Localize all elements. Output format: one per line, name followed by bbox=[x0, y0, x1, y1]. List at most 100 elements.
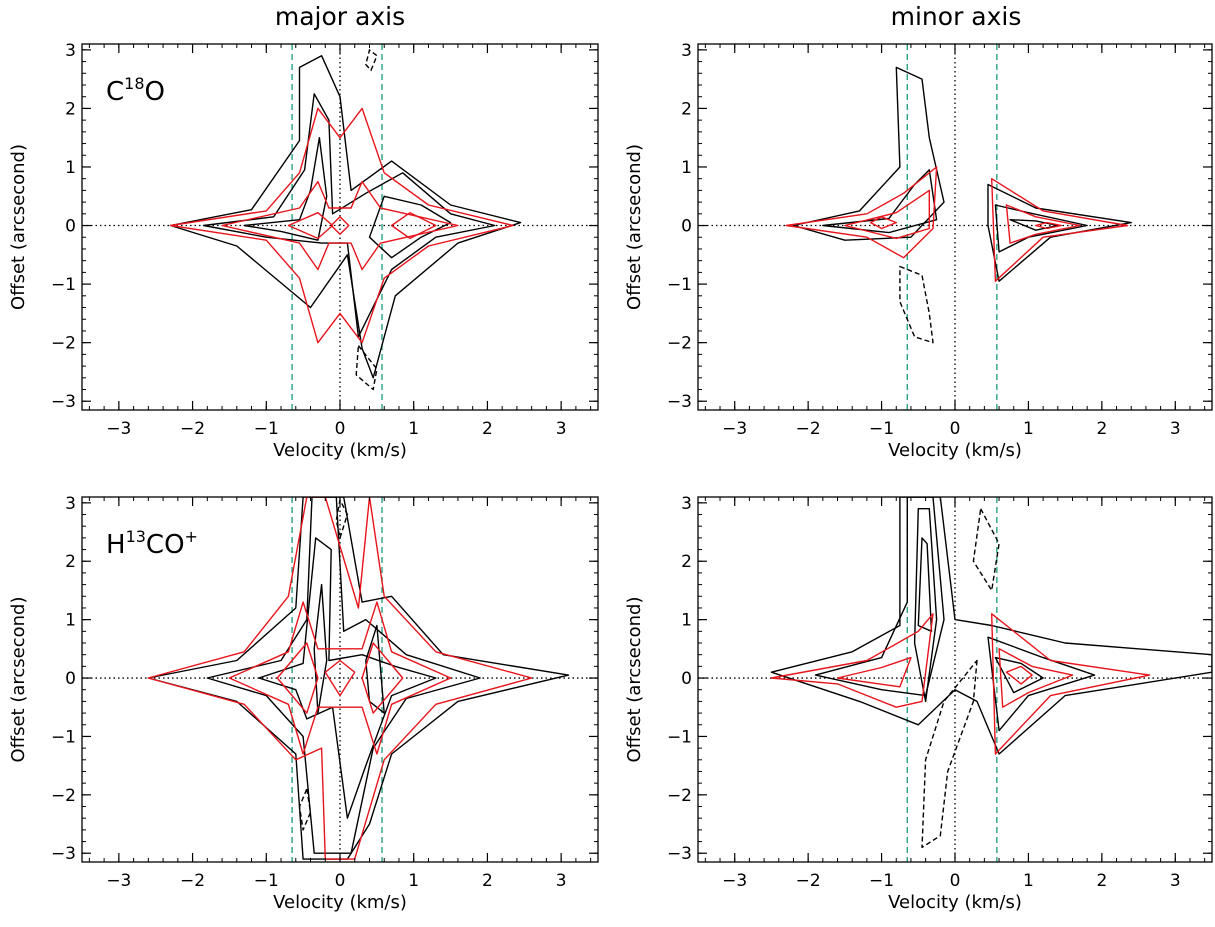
x-tick-label: −2 bbox=[796, 419, 821, 439]
observed-contour bbox=[169, 55, 522, 379]
y-axis-label: Offset (arcsecond) bbox=[624, 597, 645, 763]
y-tick-label: −3 bbox=[667, 844, 692, 864]
y-tick-label: 0 bbox=[681, 669, 692, 689]
y-tick-label: −1 bbox=[51, 727, 76, 747]
x-tick-label: −3 bbox=[106, 419, 131, 439]
panel-2: −3 −2 −1 0 1 2 3 −3 −2 −1 0 1 2 3 Velocity (km/s) Offse… bbox=[624, 41, 1213, 461]
x-tick-label: 2 bbox=[1096, 419, 1107, 439]
x-tick-label: −3 bbox=[722, 419, 747, 439]
panel-data bbox=[82, 497, 598, 862]
y-tick-label: 2 bbox=[65, 552, 76, 572]
column-title-major-axis: major axis bbox=[274, 2, 406, 31]
observed-contour bbox=[994, 656, 1044, 694]
negative-contour bbox=[899, 265, 934, 344]
model-contour bbox=[844, 189, 930, 240]
y-tick-label: −2 bbox=[51, 334, 76, 354]
model-contour bbox=[785, 166, 938, 259]
x-tick-label: −2 bbox=[180, 419, 205, 439]
observed-contour bbox=[202, 93, 496, 338]
y-tick-label: −1 bbox=[667, 727, 692, 747]
model-contour bbox=[836, 656, 912, 688]
x-axis-label: Velocity (km/s) bbox=[888, 440, 1022, 461]
model-contour bbox=[1035, 221, 1063, 230]
y-tick-label: 0 bbox=[681, 217, 692, 237]
y-tick-label: −2 bbox=[667, 786, 692, 806]
x-tick-label: 0 bbox=[950, 419, 961, 439]
y-tick-label: −3 bbox=[51, 392, 76, 412]
column-title-minor-axis: minor axis bbox=[890, 2, 1022, 31]
observed-contour bbox=[147, 497, 570, 860]
observed-contour bbox=[987, 183, 1132, 282]
x-tick-label: 0 bbox=[950, 871, 961, 891]
observed-contour bbox=[822, 169, 938, 234]
model-contour bbox=[169, 107, 514, 344]
model-contour bbox=[1005, 665, 1033, 685]
observed-contour bbox=[365, 624, 385, 714]
model-contour bbox=[869, 216, 897, 230]
x-tick-label: 1 bbox=[1023, 871, 1034, 891]
model-contour bbox=[221, 180, 459, 271]
y-tick-label: −3 bbox=[667, 392, 692, 412]
negative-contour bbox=[972, 508, 1000, 592]
x-axis-label: Velocity (km/s) bbox=[888, 892, 1022, 913]
y-tick-label: 1 bbox=[681, 158, 692, 178]
x-tick-label: 3 bbox=[556, 419, 567, 439]
x-tick-label: −1 bbox=[254, 419, 279, 439]
observed-contour bbox=[987, 636, 1096, 732]
panel-4: −3 −2 −1 0 1 2 3 −3 −2 −1 0 1 2 3 Velocity (km/s) Offse… bbox=[624, 494, 1213, 913]
y-tick-label: 3 bbox=[65, 494, 76, 514]
y-axis-label: Offset (arcsecond) bbox=[8, 144, 29, 310]
x-tick-label: −2 bbox=[796, 871, 821, 891]
x-tick-label: 2 bbox=[482, 871, 493, 891]
observed-contour bbox=[206, 497, 481, 854]
negative-contour bbox=[921, 659, 978, 849]
x-tick-label: −3 bbox=[722, 871, 747, 891]
x-tick-label: −1 bbox=[254, 871, 279, 891]
x-tick-label: 1 bbox=[1023, 419, 1034, 439]
x-tick-label: 1 bbox=[408, 871, 419, 891]
model-contour bbox=[998, 648, 1074, 708]
model-contour bbox=[361, 642, 404, 714]
x-tick-label: 3 bbox=[556, 871, 567, 891]
model-contour bbox=[991, 613, 1151, 755]
model-contour bbox=[991, 178, 1129, 282]
x-tick-label: −1 bbox=[869, 871, 894, 891]
y-tick-label: 3 bbox=[681, 41, 692, 61]
observed-contour bbox=[770, 497, 1212, 755]
y-tick-label: 2 bbox=[65, 99, 76, 119]
negative-contour bbox=[355, 344, 378, 391]
x-tick-label: 0 bbox=[335, 419, 346, 439]
y-tick-label: 0 bbox=[65, 669, 76, 689]
model-contour bbox=[770, 613, 934, 708]
observed-contour bbox=[243, 137, 328, 241]
observed-contour bbox=[313, 583, 328, 714]
model-contour bbox=[276, 642, 319, 714]
y-tick-label: 1 bbox=[65, 611, 76, 631]
model-contour bbox=[390, 212, 437, 240]
x-tick-label: −3 bbox=[106, 871, 131, 891]
x-tick-label: 3 bbox=[1170, 419, 1181, 439]
molecule-label: C18O bbox=[106, 74, 165, 107]
x-tick-label: 1 bbox=[408, 419, 419, 439]
panel-data bbox=[698, 44, 1212, 410]
y-tick-label: 3 bbox=[65, 41, 76, 61]
observed-contour bbox=[1009, 219, 1059, 231]
y-tick-label: −1 bbox=[667, 275, 692, 295]
observed-contour bbox=[792, 66, 945, 241]
negative-contour bbox=[365, 49, 378, 72]
x-tick-label: 2 bbox=[482, 419, 493, 439]
y-tick-label: 2 bbox=[681, 552, 692, 572]
model-contour bbox=[228, 601, 452, 755]
panel-3: −3 −2 −1 0 1 2 3 −3 −2 −1 0 1 2 3 Velocity (km/s) Offse… bbox=[8, 494, 599, 913]
x-tick-label: −1 bbox=[869, 419, 894, 439]
y-axis-label: Offset (arcsecond) bbox=[8, 597, 29, 763]
y-tick-label: −2 bbox=[51, 786, 76, 806]
molecule-label: H13CO+ bbox=[106, 527, 198, 560]
panel-data bbox=[698, 497, 1212, 862]
x-axis-label: Velocity (km/s) bbox=[273, 440, 407, 461]
x-tick-label: 0 bbox=[335, 871, 346, 891]
observed-contour bbox=[917, 537, 933, 632]
observed-contour bbox=[368, 195, 452, 259]
